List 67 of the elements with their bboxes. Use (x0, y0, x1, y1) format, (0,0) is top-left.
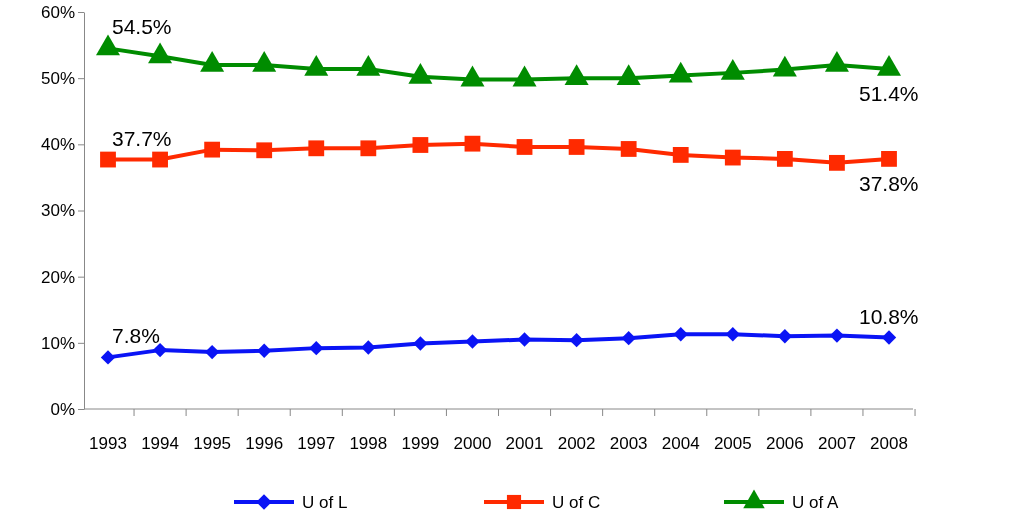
point (829, 328, 845, 343)
x-tick-label: 1993 (89, 434, 127, 453)
x-tick-label: 2007 (818, 434, 856, 453)
x-tick-label: 1995 (193, 434, 232, 453)
legend-label: U of A (792, 493, 839, 512)
y-tick-label: 40% (40, 135, 75, 155)
point (304, 55, 329, 76)
point (100, 350, 116, 365)
point (512, 65, 537, 87)
point (881, 150, 897, 167)
point (200, 51, 225, 72)
point (465, 334, 480, 349)
x-tick-label: 2000 (453, 434, 492, 453)
point (361, 340, 376, 355)
legend-label: U of C (552, 493, 601, 512)
x-tick-label: 2004 (661, 434, 700, 453)
x-tick-label: 1999 (401, 434, 440, 453)
x-tick-label: 1998 (349, 434, 388, 453)
point (204, 344, 220, 360)
y-tick-label: 0% (50, 399, 75, 419)
point (876, 55, 902, 76)
x-tick-label: 2002 (557, 434, 596, 453)
point (95, 34, 121, 56)
point (413, 336, 428, 351)
point (569, 333, 584, 348)
point (356, 55, 381, 76)
y-tick-label: 60% (40, 2, 75, 22)
point (777, 329, 793, 344)
point (148, 42, 173, 64)
point (776, 150, 793, 167)
annotation: 54.5% (112, 15, 172, 39)
point (829, 154, 845, 171)
x-tick-label: 2008 (870, 434, 908, 453)
y-tick-label: 30% (40, 201, 75, 221)
point (668, 61, 693, 83)
point (824, 51, 849, 72)
y-tick-label: 20% (40, 267, 75, 287)
annotation: 7.8% (112, 324, 160, 348)
point (309, 340, 324, 356)
x-tick-label: 2003 (609, 434, 648, 453)
point (517, 332, 532, 347)
point (720, 59, 745, 80)
y-tick-label: 10% (40, 333, 75, 353)
y-tick-label: 50% (40, 69, 75, 89)
annotation: 37.8% (859, 171, 919, 195)
point (881, 330, 897, 345)
point (616, 64, 641, 86)
x-tick-label: 1994 (141, 434, 179, 453)
x-tick-label: 2001 (505, 434, 544, 453)
point (257, 343, 272, 358)
point (772, 55, 797, 77)
point (673, 327, 688, 342)
point (152, 342, 168, 358)
annotation: 10.8% (859, 304, 919, 328)
point (621, 331, 636, 346)
point (252, 51, 277, 72)
x-tick-label: 1997 (297, 434, 336, 453)
point (460, 65, 485, 87)
x-tick-label: 2005 (713, 434, 752, 453)
annotation: 51.4% (859, 81, 919, 105)
point (725, 327, 740, 342)
x-tick-label: 2006 (765, 434, 804, 453)
point (408, 62, 433, 84)
x-tick-label: 1996 (245, 434, 284, 453)
point (564, 64, 589, 86)
annotation: 37.7% (112, 126, 172, 150)
legend-label: U of L (302, 493, 348, 512)
